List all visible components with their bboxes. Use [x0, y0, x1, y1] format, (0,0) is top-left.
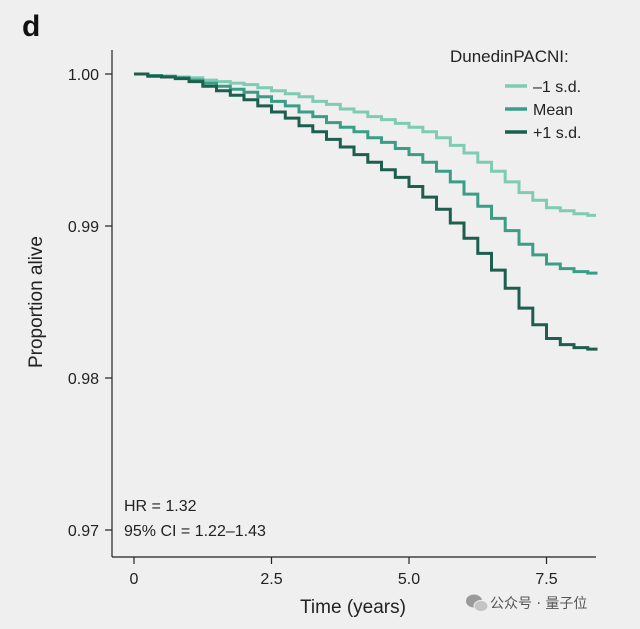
survival-curves — [134, 72, 598, 351]
ci-annotation: 95% CI = 1.22–1.43 — [124, 523, 266, 540]
y-tick-label: 1.00 — [68, 67, 99, 84]
y-axis-ticks: 1.00 0.99 0.98 0.97 — [68, 67, 112, 540]
legend-label: +1 s.d. — [533, 125, 581, 142]
series-line-2 — [134, 72, 598, 351]
legend-label: –1 s.d. — [533, 79, 581, 96]
y-tick-label: 0.98 — [68, 371, 99, 388]
legend: –1 s.d. Mean +1 s.d. — [505, 79, 581, 142]
y-tick-label: 0.97 — [68, 523, 99, 540]
x-tick-label: 2.5 — [260, 571, 282, 588]
x-axis-ticks: 0 2.5 5.0 7.5 — [130, 557, 558, 588]
legend-label: Mean — [533, 102, 573, 119]
watermark: 公众号 · 量子位 — [466, 594, 587, 612]
x-tick-label: 0 — [130, 571, 139, 588]
hr-annotation: HR = 1.32 — [124, 498, 197, 515]
series-line-1 — [134, 72, 598, 275]
wechat-icon — [466, 594, 489, 612]
watermark-text: 公众号 · 量子位 — [490, 596, 587, 612]
legend-title: DunedinPACNI: — [450, 47, 569, 66]
x-axis-title: Time (years) — [300, 597, 406, 618]
y-tick-label: 0.99 — [68, 219, 99, 236]
series-line-0 — [134, 72, 596, 217]
panel-label: d — [22, 10, 40, 43]
x-tick-label: 5.0 — [398, 571, 420, 588]
x-tick-label: 7.5 — [535, 571, 557, 588]
y-axis-title: Proportion alive — [26, 236, 47, 368]
